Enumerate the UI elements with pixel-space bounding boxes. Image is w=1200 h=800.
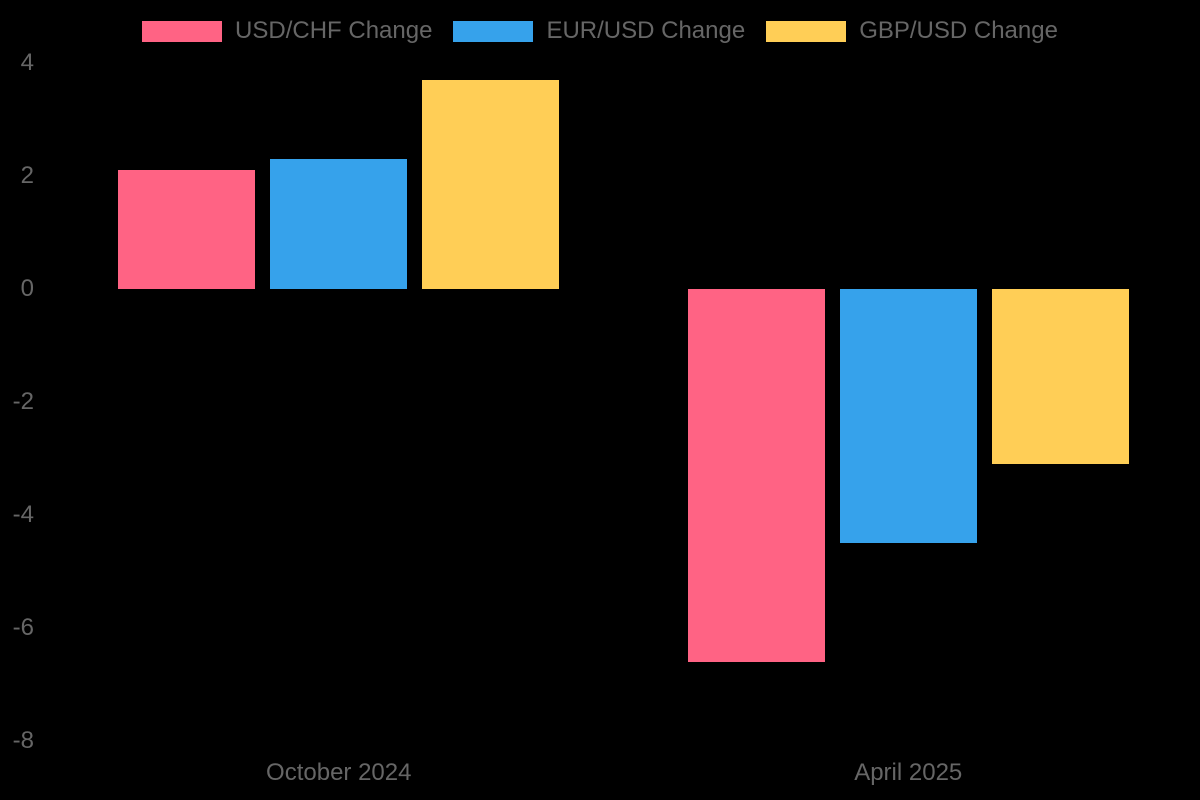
y-axis-tick-label: 4: [20, 49, 34, 76]
y-axis-tick-label: -4: [12, 501, 34, 528]
bar-usd-chf-change-april-2025: [687, 289, 825, 662]
y-axis-tick-label: 2: [20, 162, 34, 189]
legend-item-eur-usd-change[interactable]: EUR/USD Change: [453, 17, 745, 45]
bar-eur-usd-change-april-2025: [839, 289, 977, 544]
legend-label: EUR/USD Change: [546, 17, 746, 44]
y-axis-tick-label: -2: [12, 388, 34, 415]
legend-swatch-eur-usd-change: [453, 20, 534, 42]
x-axis-category-label: April 2025: [854, 759, 963, 786]
bar-gbp-usd-change-october-2024: [422, 79, 560, 289]
bar-usd-chf-change-october-2024: [118, 170, 256, 289]
legend-label: USD/CHF Change: [235, 17, 433, 44]
legend-item-usd-chf-change[interactable]: USD/CHF Change: [142, 17, 432, 45]
legend-swatch-usd-chf-change: [142, 20, 223, 42]
x-axis-category-label: October 2024: [266, 759, 412, 786]
legend-swatch-gbp-usd-change: [766, 20, 847, 42]
bar-eur-usd-change-october-2024: [270, 159, 408, 289]
legend-label: GBP/USD Change: [859, 17, 1058, 44]
y-axis-tick-label: -8: [12, 727, 34, 754]
y-axis-tick-label: -6: [12, 614, 34, 641]
y-axis-tick-label: 0: [20, 275, 34, 302]
bar-gbp-usd-change-april-2025: [991, 289, 1129, 465]
chart-legend: USD/CHF Change EUR/USD Change GBP/USD Chan…: [0, 17, 1200, 45]
legend-item-gbp-usd-change[interactable]: GBP/USD Change: [766, 17, 1058, 45]
